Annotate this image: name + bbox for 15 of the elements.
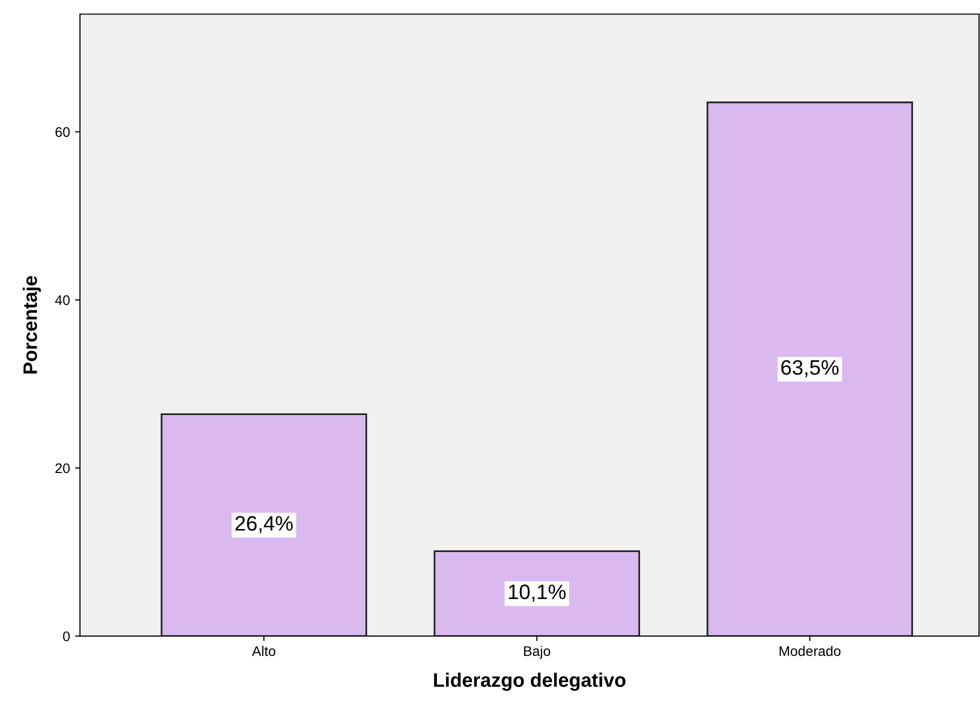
data-label: 26,4%: [235, 516, 293, 534]
data-label: 63,5%: [781, 360, 839, 378]
bar: [434, 550, 640, 636]
y-axis-title: Porcentaje: [22, 276, 41, 374]
y-tick-label: 60: [56, 127, 70, 137]
y-tick-label: 20: [56, 463, 70, 474]
y-tick-label: 40: [55, 295, 70, 306]
bar: [706, 102, 913, 636]
x-tick-label: Moderado: [780, 646, 840, 656]
y-tick-label: 0: [63, 631, 70, 642]
x-tick-label: Bajo: [524, 646, 550, 659]
data-label: 10,1%: [508, 584, 566, 602]
x-tick-label: Alto: [252, 646, 276, 656]
x-axis-title: Liderazgo delegativo: [434, 672, 626, 691]
bar: [160, 413, 368, 636]
